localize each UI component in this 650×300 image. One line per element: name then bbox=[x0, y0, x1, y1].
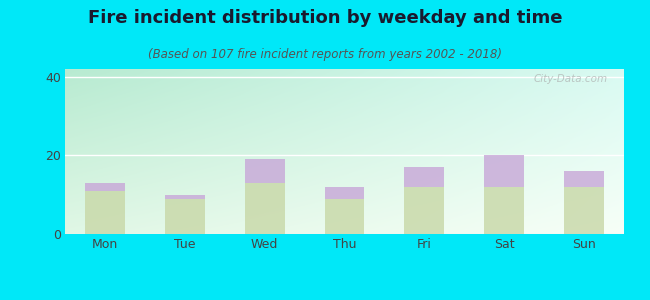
Bar bbox=[564, 171, 604, 187]
Bar bbox=[324, 187, 365, 199]
Bar bbox=[404, 167, 445, 187]
Bar bbox=[564, 187, 604, 234]
Text: City-Data.com: City-Data.com bbox=[533, 74, 607, 84]
Bar bbox=[244, 183, 285, 234]
Bar bbox=[244, 159, 285, 183]
Bar bbox=[324, 199, 365, 234]
Bar bbox=[484, 187, 524, 234]
Bar bbox=[85, 191, 125, 234]
Text: Fire incident distribution by weekday and time: Fire incident distribution by weekday an… bbox=[88, 9, 562, 27]
Bar bbox=[165, 199, 205, 234]
Text: (Based on 107 fire incident reports from years 2002 - 2018): (Based on 107 fire incident reports from… bbox=[148, 48, 502, 61]
Bar bbox=[165, 195, 205, 199]
Legend: AM, PM: AM, PM bbox=[294, 299, 395, 300]
Bar bbox=[85, 183, 125, 191]
Bar bbox=[484, 155, 524, 187]
Bar bbox=[404, 187, 445, 234]
